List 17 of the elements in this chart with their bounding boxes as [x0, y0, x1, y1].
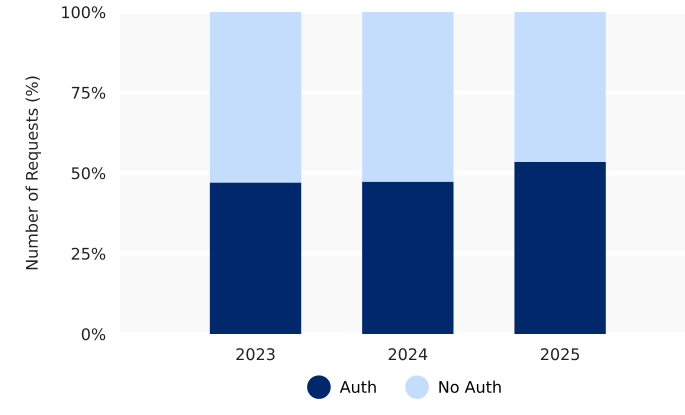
- y-tick-label: 75%: [72, 86, 106, 99]
- y-tick-label: 0%: [82, 328, 106, 340]
- bar: [210, 12, 302, 183]
- bar: [514, 12, 606, 162]
- x-tick-label: 2023: [236, 348, 275, 360]
- bar: [514, 162, 606, 334]
- y-axis-title: Number of Requests (%): [26, 76, 42, 270]
- legend-label: Auth: [340, 380, 376, 393]
- x-tick-label: 2025: [540, 348, 580, 360]
- bar: [210, 182, 302, 334]
- legend-label: No Auth: [439, 380, 501, 393]
- y-tick-label: 50%: [72, 167, 106, 180]
- bar: [362, 12, 454, 182]
- y-tick-label: 100%: [62, 6, 106, 18]
- x-tick-label: 2024: [388, 348, 428, 360]
- bar: [362, 182, 454, 334]
- y-tick-label: 25%: [72, 248, 106, 260]
